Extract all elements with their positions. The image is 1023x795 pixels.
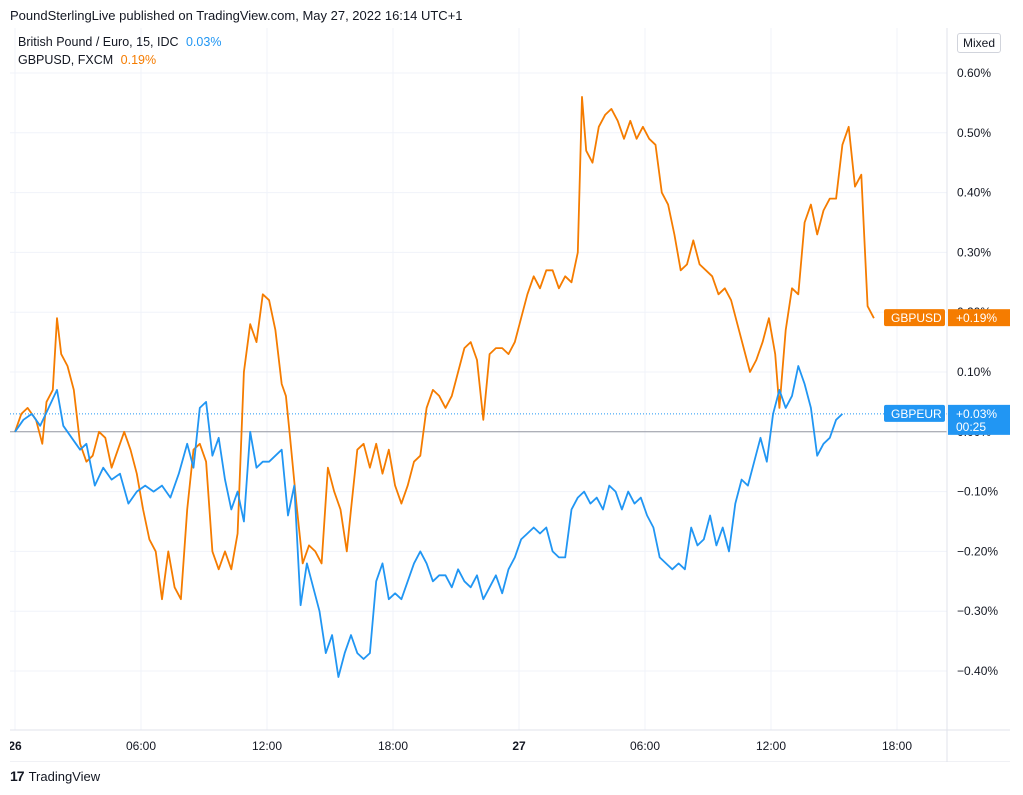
price-tag-gbpeur: GBPEUR +0.03%00:25 — [884, 404, 1010, 435]
y-tick-label: −0.40% — [957, 664, 998, 678]
chart-frame: 0.60%0.50%0.40%0.30%0.20%0.10%0.00%−0.10… — [10, 28, 1010, 762]
series-line-gbpeur[interactable] — [14, 365, 844, 678]
bar-countdown-label: 00:25 — [956, 420, 986, 434]
price-value-label: +0.03% — [956, 407, 997, 421]
price-chart[interactable]: 0.60%0.50%0.40%0.30%0.20%0.10%0.00%−0.10… — [10, 28, 1010, 762]
price-value-tag — [948, 404, 1010, 435]
price-tag-gbpusd: GBPUSD +0.19% — [884, 309, 1010, 327]
price-tags: GBPUSD +0.19% GBPEUR +0.03%00:25 — [884, 309, 1010, 435]
x-tick-label: 27 — [512, 739, 526, 753]
series-name-tag — [884, 309, 945, 327]
tradingview-logo[interactable]: 17 TradingView — [10, 768, 100, 784]
x-tick-label: 12:00 — [252, 739, 282, 753]
tradingview-logo-text: TradingView — [28, 768, 101, 784]
y-tick-label: 0.10% — [957, 365, 991, 379]
legend-value: 0.19% — [120, 53, 157, 67]
legend-label: British Pound / Euro, 15, IDC — [18, 35, 179, 49]
x-tick-label: 06:00 — [630, 739, 660, 753]
axis-layer: 0.60%0.50%0.40%0.30%0.20%0.10%0.00%−0.10… — [10, 28, 1010, 762]
y-tick-label: 0.40% — [957, 186, 991, 200]
scale-mode-button[interactable]: Mixed — [957, 33, 1002, 53]
publisher-line: PoundSterlingLive published on TradingVi… — [10, 8, 463, 23]
y-tick-label: −0.10% — [957, 485, 998, 499]
x-tick-label: 06:00 — [126, 739, 156, 753]
price-value-tag — [948, 309, 1010, 327]
y-tick-label: −0.20% — [957, 544, 998, 558]
y-tick-label: 0.30% — [957, 245, 991, 259]
legend-value: 0.03% — [185, 35, 222, 49]
x-tick-label: 12:00 — [756, 739, 786, 753]
series-name-tag — [884, 404, 945, 422]
legend-label: GBPUSD, FXCM — [18, 53, 114, 67]
y-tick-label: 0.50% — [957, 126, 991, 140]
price-value-label: +0.19% — [956, 311, 997, 325]
x-tick-label: 18:00 — [882, 739, 912, 753]
x-tick-label: 18:00 — [378, 739, 408, 753]
legend-item-gbpeur[interactable]: British Pound / Euro, 15, IDC 0.03% — [18, 35, 221, 49]
x-tick-label: 26 — [10, 739, 22, 753]
tradingview-logo-icon: 17 — [10, 768, 25, 784]
series-name-tag-label: GBPUSD — [891, 311, 942, 325]
series-layer — [14, 96, 875, 678]
series-name-tag-label: GBPEUR — [891, 407, 942, 421]
y-tick-label: −0.30% — [957, 604, 998, 618]
series-line-gbpusd[interactable] — [14, 96, 875, 601]
y-tick-label: 0.60% — [957, 66, 991, 80]
legend-item-gbpusd[interactable]: GBPUSD, FXCM 0.19% — [18, 53, 156, 67]
